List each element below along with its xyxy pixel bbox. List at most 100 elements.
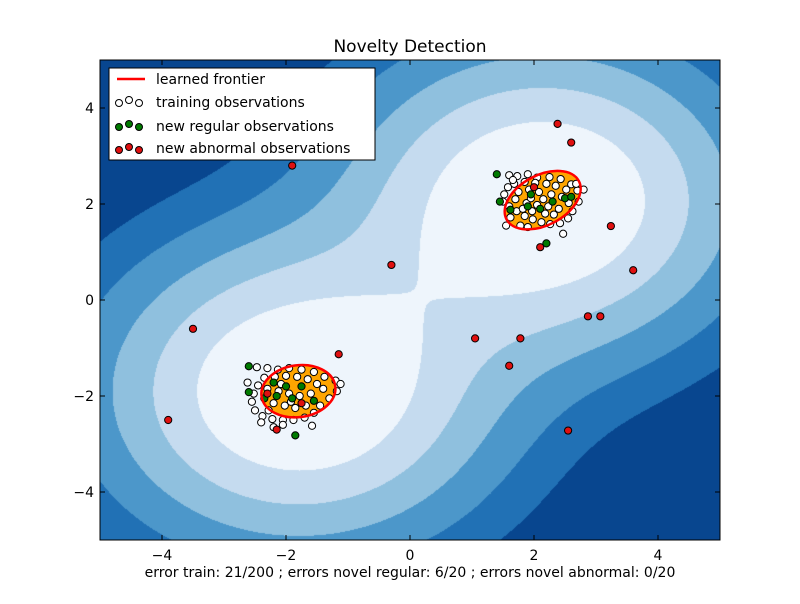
- point-new-abnormal: [471, 334, 480, 343]
- legend-abnormal-marker-icon: [135, 146, 143, 154]
- point-new-regular: [536, 204, 545, 213]
- point-new-abnormal: [553, 119, 562, 128]
- point-training: [554, 204, 563, 213]
- point-training: [250, 406, 260, 415]
- point-new-regular: [495, 197, 504, 206]
- point-new-abnormal: [564, 426, 573, 435]
- point-training: [556, 174, 565, 184]
- point-new-regular: [567, 192, 576, 201]
- point-training: [309, 367, 318, 377]
- point-training: [551, 181, 560, 190]
- x-tick-label: 4: [654, 548, 663, 564]
- point-training: [306, 389, 315, 398]
- point-training: [247, 397, 256, 406]
- learned-frontier-1: [503, 169, 582, 231]
- point-new-regular: [309, 396, 318, 405]
- legend: learned frontier training observations n…: [108, 67, 376, 161]
- x-tick-label: −2: [276, 548, 297, 564]
- point-training: [502, 221, 511, 230]
- point-training: [336, 379, 345, 389]
- point-training: [534, 187, 544, 197]
- y-tick-label: 0: [85, 293, 94, 309]
- point-new-abnormal: [272, 425, 281, 434]
- point-new-abnormal: [505, 361, 514, 370]
- legend-item-training: training observations: [115, 95, 305, 111]
- point-training: [316, 401, 325, 410]
- point-training: [291, 403, 300, 413]
- point-training: [545, 173, 554, 182]
- point-training: [243, 378, 252, 387]
- point-training: [562, 185, 571, 194]
- point-training: [500, 190, 509, 199]
- point-training: [539, 195, 548, 204]
- point-training: [528, 215, 537, 224]
- y-tick-label: 4: [85, 101, 94, 117]
- point-new-regular: [542, 239, 551, 248]
- point-training: [537, 218, 546, 227]
- learned-frontier-2: [260, 363, 337, 419]
- point-new-regular: [492, 170, 501, 179]
- legend-regular-marker-icon: [135, 123, 143, 131]
- point-new-regular: [297, 382, 306, 391]
- legend-regular-marker-icon: [115, 123, 123, 131]
- point-new-abnormal: [164, 415, 173, 425]
- point-training: [547, 190, 556, 199]
- point-training: [268, 414, 277, 424]
- point-training: [564, 214, 573, 223]
- point-new-abnormal: [297, 399, 306, 408]
- point-new-regular: [506, 205, 515, 214]
- point-training: [541, 209, 550, 218]
- chart-title: Novelty Detection: [333, 37, 486, 57]
- point-new-regular: [244, 362, 253, 371]
- point-training: [542, 179, 551, 188]
- point-training: [503, 183, 513, 192]
- point-training: [514, 187, 523, 197]
- point-new-abnormal: [387, 260, 396, 270]
- point-new-regular: [291, 431, 300, 440]
- point-new-abnormal: [567, 138, 576, 147]
- point-training: [257, 418, 266, 427]
- point-training: [320, 372, 329, 381]
- point-training: [293, 372, 302, 381]
- legend-abnormal-marker-icon: [125, 143, 133, 151]
- scatter-points: [164, 119, 638, 440]
- point-new-regular: [523, 202, 532, 211]
- y-tick-label: −2: [73, 389, 94, 405]
- point-training: [281, 371, 291, 380]
- legend-abnormal-marker-icon: [115, 146, 123, 154]
- point-training: [263, 364, 272, 373]
- point-training: [312, 379, 322, 389]
- point-training: [523, 170, 532, 179]
- point-new-abnormal: [583, 312, 593, 321]
- point-training: [297, 365, 306, 374]
- point-new-regular: [269, 378, 278, 387]
- point-training: [303, 375, 312, 384]
- axis-ticks: −4 −2 0 2 4 −4 −2 0 2 4: [73, 60, 720, 564]
- x-tick-label: 0: [406, 548, 415, 564]
- x-tick-label: −4: [152, 548, 173, 564]
- legend-training-label: training observations: [156, 95, 305, 111]
- point-new-abnormal: [516, 334, 525, 343]
- legend-regular-marker-icon: [125, 120, 133, 128]
- legend-item-abnormal: new abnormal observations: [115, 141, 350, 157]
- point-training: [269, 399, 278, 408]
- legend-item-frontier: learned frontier: [117, 72, 265, 88]
- learned-frontier-lines: [260, 169, 582, 419]
- legend-training-marker-icon: [115, 99, 123, 107]
- point-training: [559, 229, 568, 238]
- point-new-regular: [244, 388, 253, 397]
- y-tick-label: −4: [73, 485, 94, 501]
- x-tick-label: 2: [530, 548, 539, 564]
- legend-item-regular: new regular observations: [115, 119, 334, 135]
- point-new-regular: [548, 197, 557, 206]
- point-training: [508, 175, 518, 185]
- point-training: [307, 421, 317, 430]
- legend-training-marker-icon: [135, 99, 143, 107]
- point-new-abnormal: [334, 350, 343, 359]
- legend-box: [108, 67, 376, 161]
- legend-training-marker-icon: [125, 96, 133, 104]
- x-axis-label: error train: 21/200 ; errors novel regul…: [145, 565, 676, 581]
- point-new-abnormal: [606, 221, 615, 231]
